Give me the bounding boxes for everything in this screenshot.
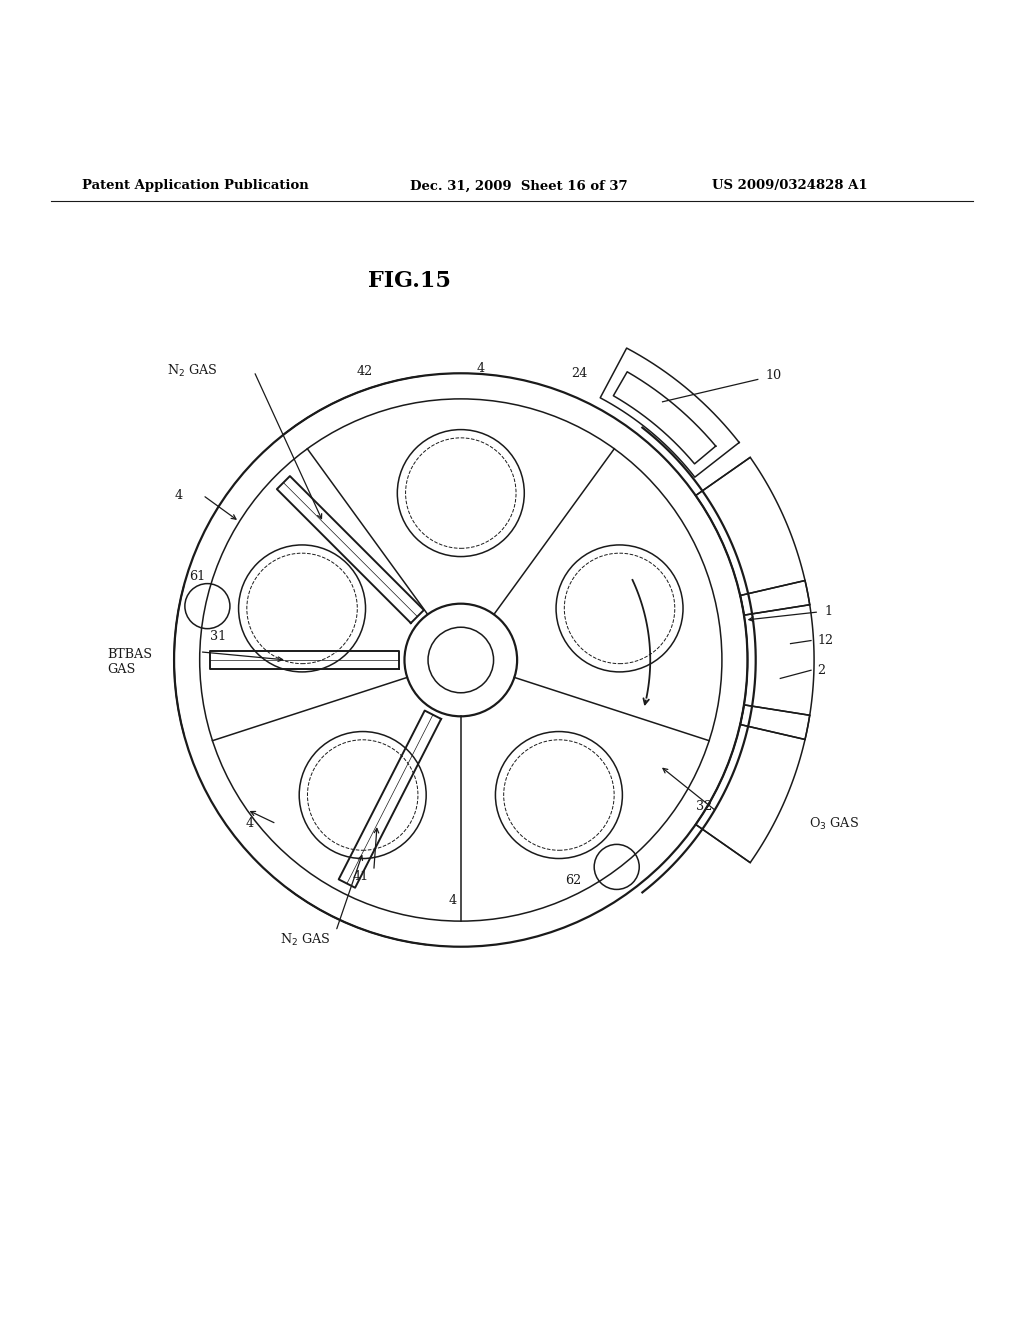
Text: 32: 32 [696,800,713,813]
Text: 1: 1 [824,606,833,618]
Text: N$_2$ GAS: N$_2$ GAS [281,932,331,948]
Text: 61: 61 [189,569,206,582]
Text: 31: 31 [210,630,226,643]
Text: FIG.15: FIG.15 [369,271,451,292]
Text: 10: 10 [766,368,782,381]
Text: N$_2$ GAS: N$_2$ GAS [167,363,217,379]
Text: Patent Application Publication: Patent Application Publication [82,180,308,193]
Text: BTBAS
GAS: BTBAS GAS [108,648,153,676]
Text: 4: 4 [449,894,457,907]
Text: 2: 2 [817,664,825,677]
Text: 12: 12 [817,634,834,647]
Text: 41: 41 [352,870,369,883]
Text: 24: 24 [571,367,588,380]
Text: 42: 42 [356,364,373,378]
Text: 4: 4 [476,362,484,375]
Text: Dec. 31, 2009  Sheet 16 of 37: Dec. 31, 2009 Sheet 16 of 37 [410,180,628,193]
Text: US 2009/0324828 A1: US 2009/0324828 A1 [712,180,867,193]
Text: 4: 4 [246,817,254,830]
Text: O$_3$ GAS: O$_3$ GAS [809,816,859,832]
Text: 62: 62 [565,874,582,887]
Text: 4: 4 [174,488,182,502]
